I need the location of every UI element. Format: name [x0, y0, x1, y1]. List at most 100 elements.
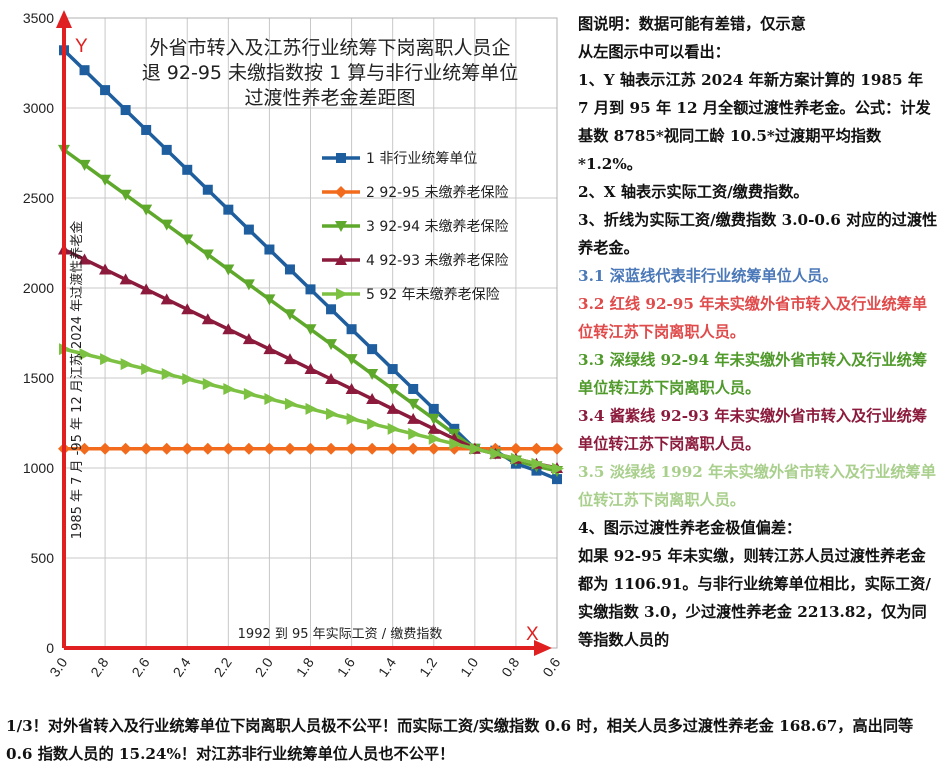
- data-point: [161, 368, 174, 381]
- data-point: [79, 348, 92, 361]
- data-point: [141, 124, 152, 135]
- data-point: [386, 442, 399, 455]
- data-point: [367, 417, 380, 430]
- data-point: [202, 378, 215, 391]
- data-point: [181, 303, 194, 315]
- series-5: [59, 343, 564, 475]
- x-tick-label: 3.0: [46, 654, 70, 679]
- data-point: [140, 442, 153, 455]
- legend-label: 3 92-94 未缴养老保险: [366, 219, 509, 235]
- data-point: [366, 369, 379, 381]
- data-point: [263, 294, 276, 306]
- legend-item: 2 92-95 未缴养老保险: [322, 185, 509, 201]
- data-point: [427, 422, 440, 434]
- data-point: [386, 383, 399, 395]
- data-point: [305, 402, 318, 415]
- legend-item: 3 92-94 未缴养老保险: [322, 219, 509, 235]
- data-point: [119, 189, 132, 201]
- x-tick-label: 1.2: [416, 654, 440, 679]
- data-point: [181, 234, 194, 246]
- data-point: [345, 382, 358, 394]
- data-point: [283, 309, 296, 321]
- data-point: [161, 144, 172, 155]
- x-axis-arrow: [534, 640, 552, 656]
- data-point: [346, 324, 357, 335]
- data-point: [304, 442, 317, 455]
- axes: [56, 10, 552, 656]
- y-tick-label: 0: [46, 640, 54, 656]
- data-point: [181, 442, 194, 455]
- data-point: [326, 407, 339, 420]
- notes-bottom: 1/3！对外省转入及行业统筹单位下岗离职人员极不公平！而实际工资/实缴指数 0.…: [6, 717, 914, 763]
- data-point: [78, 442, 91, 455]
- data-point: [387, 364, 398, 375]
- data-point: [263, 442, 276, 455]
- legend-label: 2 92-95 未缴养老保险: [366, 185, 509, 201]
- notes-p4: 4、图示过渡性养老金极值偏差：: [578, 519, 802, 537]
- x-axis-letter: X: [526, 624, 539, 645]
- x-tick-label: 0.6: [539, 654, 563, 679]
- data-point: [407, 442, 420, 455]
- data-point: [120, 105, 131, 116]
- data-point: [182, 164, 193, 175]
- data-point: [243, 224, 254, 235]
- notes-p33: 3.3 深绿线 92-94 年未实缴外省市转入及行业统筹单位转江苏下岗离职人员。: [578, 351, 928, 397]
- data-point: [120, 358, 133, 371]
- data-point: [336, 288, 348, 300]
- data-point: [428, 403, 439, 414]
- notes-p34: 3.4 酱紫线 92-93 年未实缴外省市转入及行业统筹单位转江苏下岗离职人员。: [578, 407, 928, 453]
- data-point: [366, 392, 379, 404]
- data-point: [242, 333, 255, 345]
- data-point: [531, 457, 544, 470]
- data-point: [367, 344, 378, 355]
- data-point: [100, 353, 113, 366]
- data-point: [242, 279, 255, 291]
- data-point: [325, 442, 338, 455]
- x-axis-label: 1992 到 95 年实际工资 / 缴费指数: [238, 627, 443, 642]
- chart-title-line: 退 92-95 未缴指数按 1 算与非行业统筹单位: [142, 62, 518, 84]
- data-point: [427, 413, 440, 425]
- data-point: [78, 253, 91, 265]
- notes-p32: 3.2 红线 92-95 年未实缴外省市转入及行业统筹单位转江苏下岗离职人员。: [578, 295, 928, 341]
- data-point: [449, 437, 462, 450]
- data-point: [326, 304, 337, 315]
- notes-p2: 2、X 轴表示实际工资/缴费指数。: [578, 183, 809, 201]
- y-tick-label: 1500: [23, 370, 54, 386]
- x-tick-label: 2.6: [128, 654, 152, 679]
- data-point: [408, 427, 421, 440]
- data-point: [335, 186, 347, 198]
- notes-p3: 3、折线为实际工资/缴费指数 3.0-0.6 对应的过渡性养老金。: [578, 211, 938, 257]
- notes-p4b: 如果 92-95 年未实缴，则转江苏人员过渡性养老金都为 1106.91。与非行…: [578, 547, 931, 649]
- data-point: [160, 293, 173, 305]
- data-point: [490, 447, 503, 460]
- y-axis-arrow: [56, 10, 72, 28]
- data-point: [304, 363, 317, 375]
- chart-title-line: 过渡性养老金差距图: [244, 87, 415, 109]
- data-point: [345, 354, 358, 366]
- legend-item: 5 92 年未缴养老保险: [322, 287, 500, 303]
- data-point: [201, 442, 214, 455]
- legend: 1 非行业统筹单位 2 92-95 未缴养老保险 3 92-94 未缴养老保险 4 9…: [322, 150, 509, 303]
- x-tick-label: 2.4: [169, 654, 193, 679]
- y-tick-label: 3500: [23, 10, 54, 26]
- x-tick-label: 1.8: [293, 654, 317, 679]
- notes-intro: 从左图示中可以看出：: [578, 43, 730, 61]
- data-point: [284, 264, 295, 275]
- data-point: [336, 153, 346, 163]
- notes-heading: 图说明：数据可能有差错，仅示意: [578, 15, 806, 33]
- data-point: [366, 442, 379, 455]
- data-point: [242, 442, 255, 455]
- data-point: [223, 204, 234, 215]
- data-point: [427, 442, 440, 455]
- legend-item: 1 非行业统筹单位: [322, 150, 477, 167]
- data-point: [141, 363, 154, 376]
- y-axis-letter: Y: [75, 36, 88, 57]
- data-point: [264, 244, 275, 255]
- data-point: [346, 412, 359, 425]
- data-point: [428, 432, 441, 445]
- data-point: [243, 387, 256, 400]
- x-tick-label: 1.4: [375, 654, 399, 679]
- data-point: [222, 442, 235, 455]
- data-point: [530, 442, 543, 455]
